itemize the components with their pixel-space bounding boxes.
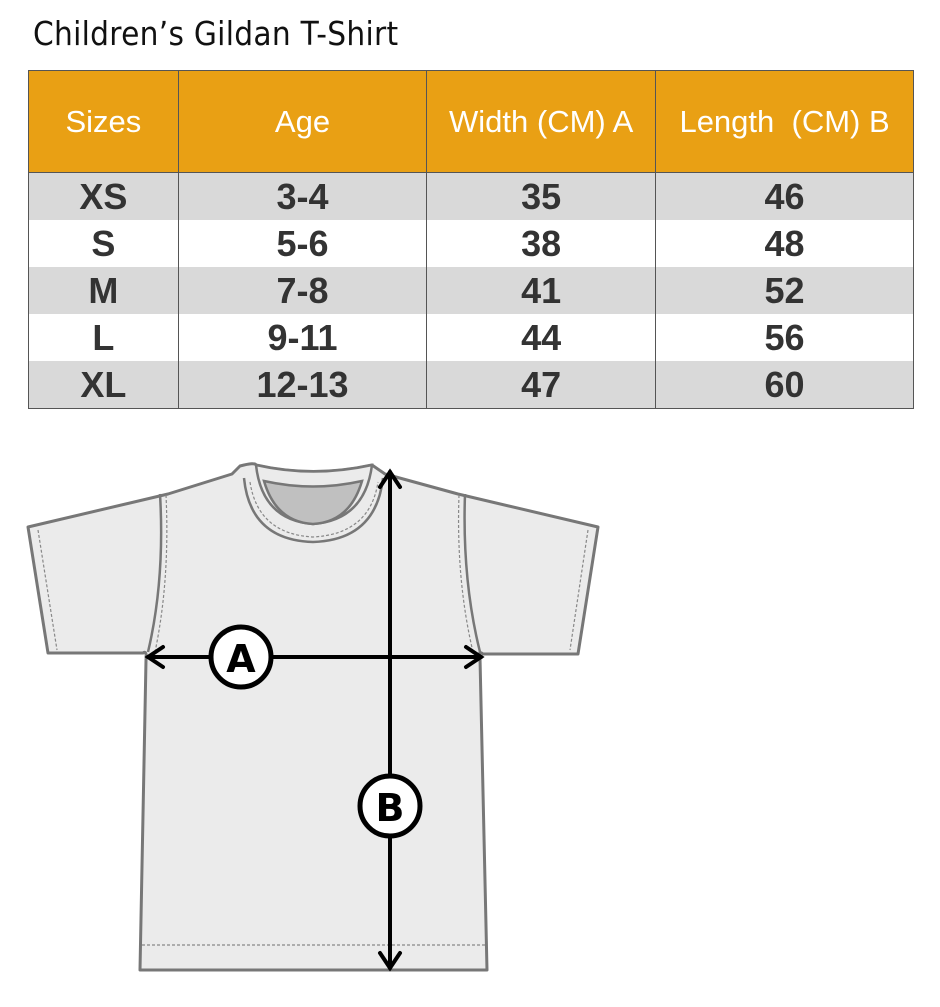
- width-cell: 35: [426, 172, 657, 220]
- label-a-badge: A: [208, 624, 274, 690]
- length-cell: 46: [655, 172, 914, 220]
- size-cell: L: [28, 314, 179, 361]
- header-width: Width (CM) A: [426, 70, 657, 173]
- age-cell: 9-11: [177, 314, 428, 361]
- label-a: A: [226, 637, 256, 681]
- length-arrow-b: [378, 468, 402, 972]
- table-row: M 7-8 41 52: [28, 267, 914, 314]
- width-cell: 41: [426, 267, 657, 314]
- header-length: Length (CM) B: [655, 70, 914, 173]
- header-sizes: Sizes: [28, 70, 179, 173]
- age-cell: 5-6: [177, 220, 428, 267]
- size-cell: M: [28, 267, 179, 314]
- age-cell: 7-8: [177, 267, 428, 314]
- table-row: S 5-6 38 48: [28, 220, 914, 267]
- length-cell: 56: [655, 314, 914, 361]
- age-cell: 3-4: [177, 172, 428, 220]
- table-header-row: Sizes Age Width (CM) A Length (CM) B: [28, 70, 914, 173]
- length-cell: 52: [655, 267, 914, 314]
- length-cell: 48: [655, 220, 914, 267]
- tshirt-icon: [26, 462, 600, 972]
- header-age: Age: [177, 70, 428, 173]
- table-row: XS 3-4 35 46: [28, 172, 914, 220]
- size-cell: XS: [28, 172, 179, 220]
- width-arrow-a: [144, 645, 485, 669]
- width-cell: 38: [426, 220, 657, 267]
- size-table: Sizes Age Width (CM) A Length (CM) B XS …: [28, 70, 914, 409]
- size-cell: S: [28, 220, 179, 267]
- table-row: XL 12-13 47 60: [28, 361, 914, 409]
- table-row: L 9-11 44 56: [28, 314, 914, 361]
- label-b-badge: B: [357, 773, 423, 839]
- age-cell: 12-13: [177, 361, 428, 409]
- width-cell: 44: [426, 314, 657, 361]
- label-b: B: [376, 786, 405, 830]
- page-title: Children’s Gildan T-Shirt: [33, 14, 399, 53]
- length-cell: 60: [655, 361, 914, 409]
- size-cell: XL: [28, 361, 179, 409]
- width-cell: 47: [426, 361, 657, 409]
